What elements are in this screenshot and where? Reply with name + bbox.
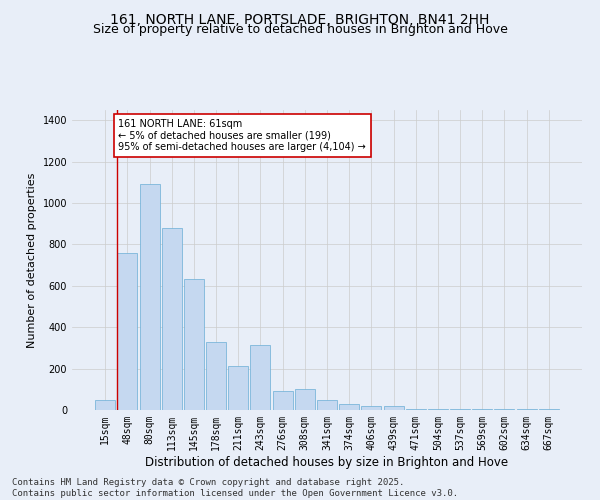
Bar	[361, 406, 382, 410]
Bar	[295, 390, 315, 410]
Y-axis label: Number of detached properties: Number of detached properties	[27, 172, 37, 348]
Bar	[184, 278, 204, 410]
Bar	[383, 406, 404, 410]
Bar	[450, 409, 470, 410]
Bar	[272, 392, 293, 410]
Bar	[428, 409, 448, 410]
Bar	[206, 342, 226, 410]
Bar	[339, 404, 359, 410]
X-axis label: Distribution of detached houses by size in Brighton and Hove: Distribution of detached houses by size …	[145, 456, 509, 468]
Text: Size of property relative to detached houses in Brighton and Hove: Size of property relative to detached ho…	[92, 22, 508, 36]
Text: 161 NORTH LANE: 61sqm
← 5% of detached houses are smaller (199)
95% of semi-deta: 161 NORTH LANE: 61sqm ← 5% of detached h…	[118, 119, 366, 152]
Bar	[162, 228, 182, 410]
Bar	[406, 409, 426, 410]
Bar	[250, 345, 271, 410]
Text: 161, NORTH LANE, PORTSLADE, BRIGHTON, BN41 2HH: 161, NORTH LANE, PORTSLADE, BRIGHTON, BN…	[110, 12, 490, 26]
Text: Contains HM Land Registry data © Crown copyright and database right 2025.
Contai: Contains HM Land Registry data © Crown c…	[12, 478, 458, 498]
Bar	[228, 366, 248, 410]
Bar	[95, 400, 115, 410]
Bar	[140, 184, 160, 410]
Bar	[539, 409, 559, 410]
Bar	[317, 400, 337, 410]
Bar	[118, 253, 137, 410]
